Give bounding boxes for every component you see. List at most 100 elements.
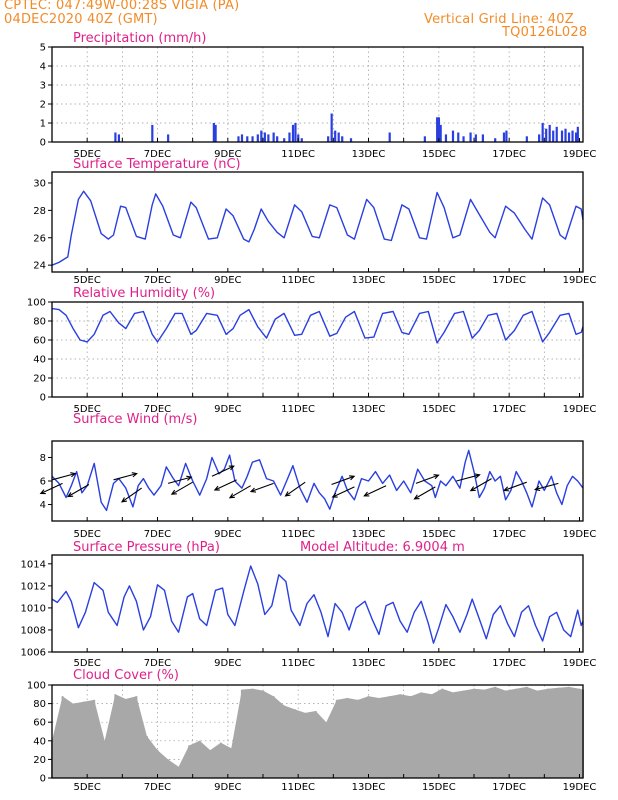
plot-frame	[51, 554, 584, 653]
precip-bar	[494, 138, 497, 142]
panel-2: 0 20 40 60 80 100 5DEC 7DEC 9DEC 11DEC 13DEC 15DEC 1…	[27, 286, 596, 415]
precip-bar	[214, 124, 217, 142]
cloud-cover-area	[52, 686, 583, 778]
cloud-cover-bar	[219, 742, 222, 778]
precip-bar	[263, 132, 266, 142]
precip-bar	[237, 136, 240, 142]
x-tick-label: 15DEC	[422, 782, 456, 793]
precip-bar	[564, 128, 567, 142]
cloud-cover-bar	[230, 748, 233, 778]
precip-bar	[167, 134, 170, 142]
x-tick-label: 15DEC	[422, 404, 456, 415]
precip-bar	[246, 136, 249, 142]
wind-arrow	[413, 486, 436, 500]
precip-bar	[337, 132, 340, 142]
y-tick-label: 5	[40, 43, 46, 54]
cloud-cover-bar	[546, 688, 549, 778]
y-tick-label: 30	[33, 178, 46, 189]
wind-arrow	[113, 472, 138, 481]
precip-bar	[251, 136, 254, 142]
series-line	[51, 565, 584, 644]
x-tick-label: 5DEC	[73, 782, 100, 793]
precip-bar	[256, 134, 259, 142]
precip-bar	[272, 132, 275, 142]
x-tick-label: 11DEC	[281, 149, 315, 160]
x-tick-label: 9DEC	[214, 529, 241, 540]
wind-arrow	[415, 474, 440, 484]
precip-bar	[552, 130, 555, 142]
x-tick-label: 19DEC	[563, 658, 597, 669]
wind-arrow	[502, 481, 527, 492]
panel-title: Surface Temperature (nC)	[73, 157, 241, 172]
precip-bar	[283, 138, 286, 142]
x-tick-label: 15DEC	[422, 658, 456, 669]
wind-arrow	[533, 482, 559, 492]
panel-title: Relative Humidity (%)	[73, 286, 215, 301]
y-tick-label: 20	[33, 374, 46, 385]
x-tick-label: 15DEC	[422, 529, 456, 540]
x-tick-label: 7DEC	[144, 782, 171, 793]
precip-bar	[327, 136, 330, 142]
precip-bar	[439, 124, 442, 142]
precip-bar	[341, 136, 344, 142]
x-tick-label: 11DEC	[281, 529, 315, 540]
y-tick-label: 1014	[21, 559, 46, 570]
x-tick-label: 17DEC	[492, 782, 526, 793]
wind-arrow	[331, 475, 356, 486]
cloud-cover-bar	[167, 759, 170, 778]
precip-bar	[444, 134, 448, 142]
x-tick-label: 7DEC	[144, 149, 171, 160]
y-tick-label: 100	[27, 298, 46, 309]
cloud-cover-bar	[61, 696, 64, 778]
cloud-cover-bar	[462, 690, 465, 778]
precip-bar	[300, 138, 303, 142]
cloud-cover-bar	[441, 688, 444, 778]
cloud-cover-bar	[272, 696, 275, 778]
y-tick-label: 1010	[21, 603, 46, 614]
y-tick-label: 1	[40, 119, 46, 130]
cloud-cover-bar	[283, 705, 286, 778]
precip-bar	[560, 130, 564, 142]
series-line	[51, 449, 584, 512]
y-tick-label: 0	[40, 138, 46, 149]
precip-bar	[525, 136, 528, 142]
precip-bar	[334, 130, 337, 142]
cloud-cover-bar	[177, 766, 180, 778]
x-tick-label: 7DEC	[144, 658, 171, 669]
precip-bar	[291, 124, 295, 142]
precip-bar	[548, 124, 551, 142]
series-line	[51, 307, 584, 344]
x-tick-label: 7DEC	[144, 275, 171, 286]
precip-bar	[436, 117, 439, 142]
date-header: 04DEC2020 40Z (GMT)	[4, 12, 158, 27]
cloud-cover-bar	[325, 722, 328, 778]
cloud-cover-bar	[314, 711, 317, 778]
x-tick-label: 9DEC	[214, 149, 241, 160]
cloud-cover-bar	[346, 698, 349, 778]
x-tick-label: 13DEC	[352, 149, 386, 160]
y-tick-label: 60	[33, 336, 46, 347]
precip-bar	[457, 132, 460, 142]
series-line	[51, 190, 584, 266]
precip-bar	[502, 132, 506, 142]
cloud-cover-bar	[145, 736, 148, 778]
precip-bar	[555, 126, 558, 142]
cloud-cover-bar	[388, 696, 391, 778]
cloud-cover-bar	[198, 740, 201, 778]
x-tick-label: 13DEC	[352, 404, 386, 415]
panel-3: 4 6 8 5DEC 7DEC 9DEC 11DEC 13DEC 15DEC 17DEC 19DEC…	[40, 412, 597, 540]
cloud-cover-bar	[356, 699, 359, 778]
precip-bar	[571, 130, 574, 142]
x-tick-label: 19DEC	[563, 149, 597, 160]
cloud-cover-bar	[409, 696, 412, 778]
cloud-cover-bar	[399, 694, 402, 778]
y-tick-label: 3	[40, 81, 46, 92]
wind-arrow	[67, 484, 90, 498]
cloud-cover-bar	[114, 694, 117, 778]
precip-bar	[240, 134, 244, 142]
precip-bar	[212, 123, 215, 142]
precip-bar	[576, 126, 579, 142]
x-tick-label: 5DEC	[73, 275, 100, 286]
x-tick-label: 7DEC	[144, 529, 171, 540]
